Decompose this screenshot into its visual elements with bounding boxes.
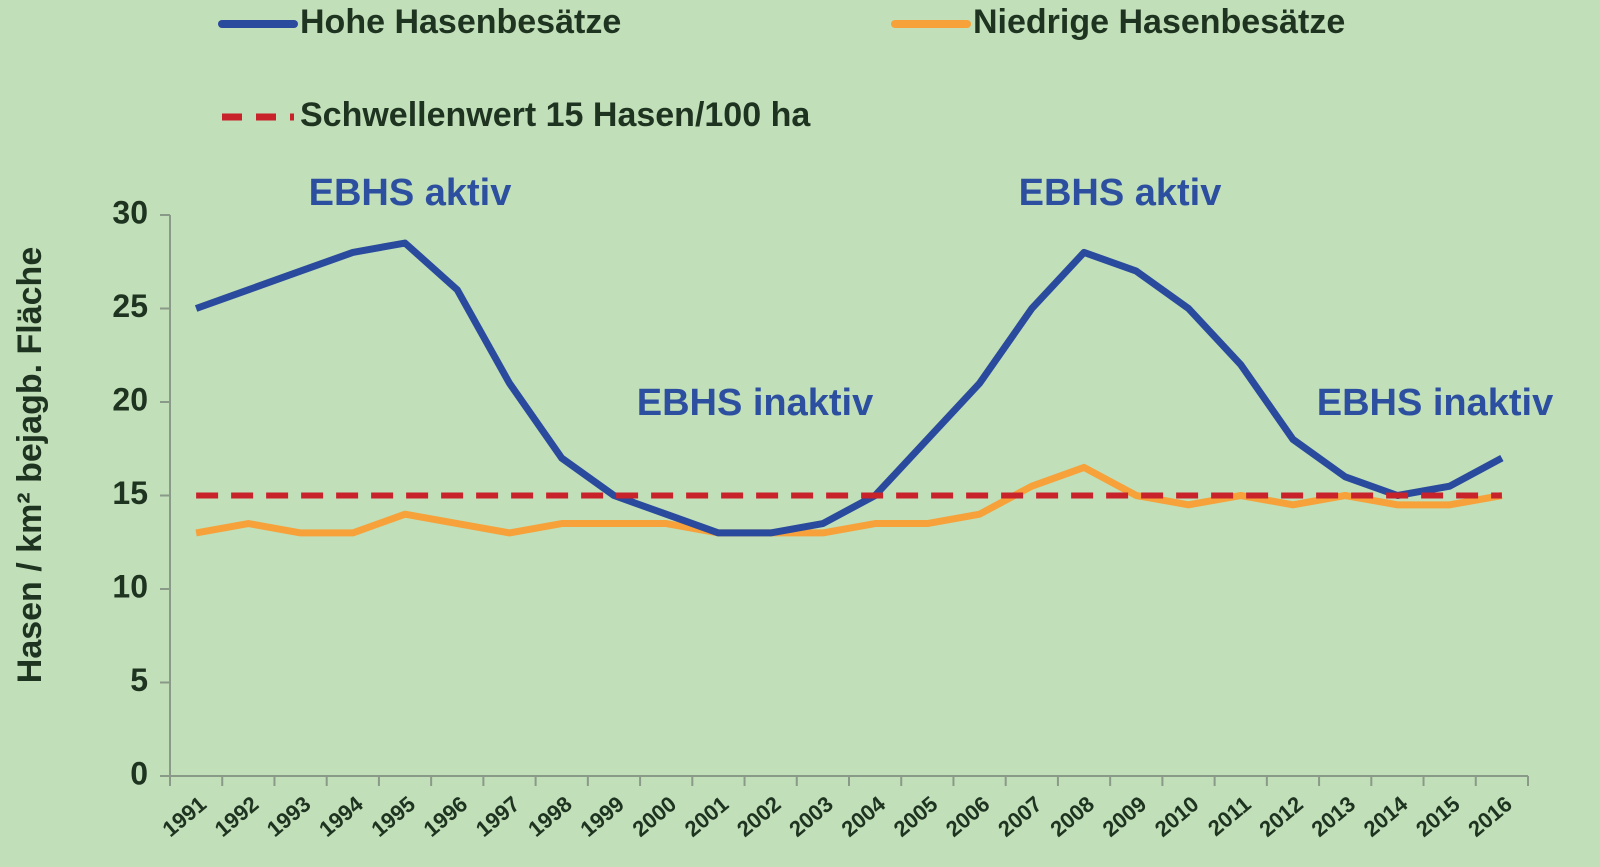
legend-label: Niedrige Hasenbesätze: [973, 3, 1345, 41]
legend-label: Schwellenwert 15 Hasen/100 ha: [300, 96, 811, 134]
annotation: EBHS inaktiv: [1317, 382, 1554, 424]
y-tick-label: 30: [112, 194, 148, 230]
y-tick-label: 15: [112, 475, 148, 511]
annotation: EBHS aktiv: [309, 172, 512, 214]
legend-label: Hohe Hasenbesätze: [300, 3, 621, 41]
series-line: [195, 463, 1503, 537]
y-tick-label: 25: [112, 288, 148, 324]
annotation: EBHS inaktiv: [637, 382, 874, 424]
annotation: EBHS aktiv: [1019, 172, 1222, 214]
series-line: [194, 239, 1504, 537]
y-tick-label: 0: [130, 755, 148, 791]
y-tick-label: 20: [112, 381, 148, 417]
y-tick-label: 10: [112, 568, 148, 604]
y-tick-label: 5: [130, 662, 148, 698]
y-axis-label: Hasen / km² bejagb. Fläche: [11, 247, 49, 683]
